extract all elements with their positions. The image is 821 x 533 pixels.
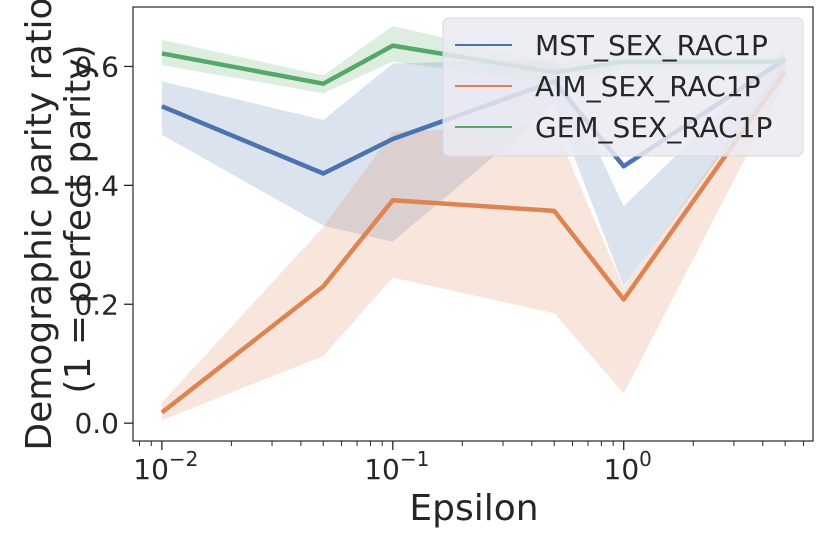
x-tick-label: 100 [604,447,652,486]
y-tick-label: 0.0 [74,407,119,440]
x-tick-label: 10−2 [133,447,198,486]
band-mst-sex-rac1p [161,49,786,287]
y-axis-title-line2: (1 = perfect parity) [58,44,99,393]
line-aim-sex-rac1p [160,69,788,415]
band-aim-sex-rac1p [161,60,786,421]
legend-label-gem-sex-rac1p: GEM_SEX_RAC1P [535,111,772,144]
legend: MST_SEX_RAC1P AIM_SEX_RAC1P GEM_SEX_RAC1P [442,17,804,157]
y-axis-ticks: 0.0 0.2 0.4 0.6 [74,50,133,440]
y-tick-label: 0.4 [74,169,119,202]
legend-label-aim-sex-rac1p: AIM_SEX_RAC1P [535,70,760,103]
y-tick-label: 0.6 [74,50,119,83]
y-tick-label: 0.2 [74,288,119,321]
legend-label-mst-sex-rac1p: MST_SEX_RAC1P [535,29,768,62]
x-axis-ticks: 10−2 10−1 100 [133,441,804,486]
x-tick-label: 10−1 [364,447,429,486]
y-axis-title-line1: Demographic parity ratio [19,0,60,451]
x-axis-title: Epsilon [409,488,538,529]
plot-frame [132,6,814,442]
legend-box [442,17,804,157]
